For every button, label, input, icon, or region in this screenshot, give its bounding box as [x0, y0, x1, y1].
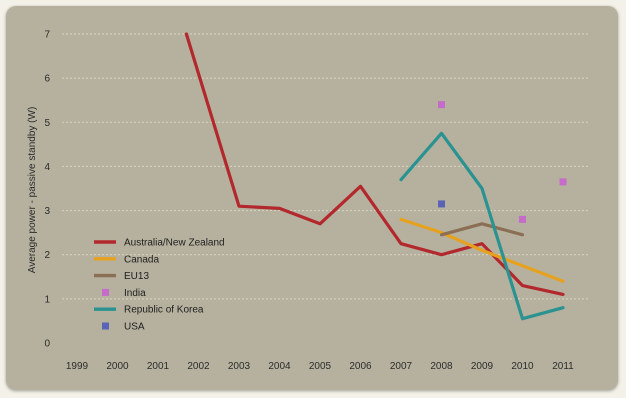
y-tick-label: 3 [44, 206, 50, 217]
series-layer [184, 32, 567, 321]
x-tick-label: 2005 [309, 361, 332, 372]
y-tick-label: 5 [44, 118, 50, 129]
legend-label: India [124, 288, 146, 299]
x-tick-label: 2001 [147, 361, 170, 372]
y-axis-label: Average power - passive standby (W) [27, 107, 38, 274]
plot-background [12, 14, 612, 384]
y-tick-label: 2 [44, 250, 50, 261]
x-tick-label: 2006 [349, 361, 372, 372]
x-tick-label: 2007 [390, 361, 413, 372]
x-axis-ticks: 1999 2000 2001 2002 2003 2004 2005 2006 2007 2008… [66, 361, 574, 372]
series-line [184, 32, 565, 296]
series-line [399, 131, 565, 321]
legend-label: EU13 [124, 271, 149, 282]
x-tick-label: 2011 [552, 361, 574, 372]
series-marker [438, 200, 445, 208]
legend-label: USA [124, 322, 145, 333]
y-tick-label: 1 [44, 294, 50, 305]
y-tick-label: 6 [44, 74, 50, 85]
x-tick-label: 2010 [511, 361, 534, 372]
x-tick-label: 2000 [106, 361, 129, 372]
series-line [439, 222, 525, 237]
y-tick-label: 4 [44, 162, 50, 173]
y-tick-label: 0 [44, 339, 50, 350]
y-tick-label: 7 [44, 30, 50, 41]
x-tick-label: 2002 [187, 361, 210, 372]
x-tick-label: 2008 [430, 361, 453, 372]
legend-label: Canada [124, 254, 159, 265]
x-tick-label: 2009 [471, 361, 494, 372]
x-tick-label: 2003 [228, 361, 251, 372]
series-marker [438, 101, 445, 109]
series-marker [559, 178, 567, 186]
x-tick-label: 2004 [268, 361, 291, 372]
legend-label: Republic of Korea [124, 305, 204, 316]
legend-swatch [102, 322, 109, 330]
series-line [399, 217, 565, 283]
legend-swatch [102, 288, 109, 296]
legend: Australia/New Zealand Canada EU13 India Repu… [94, 238, 225, 333]
x-tick-label: 1999 [66, 361, 89, 372]
legend-label: Australia/New Zealand [124, 238, 225, 249]
series-marker [519, 215, 526, 223]
y-axis-ticks: 0 1 2 3 4 5 6 7 [44, 30, 50, 350]
